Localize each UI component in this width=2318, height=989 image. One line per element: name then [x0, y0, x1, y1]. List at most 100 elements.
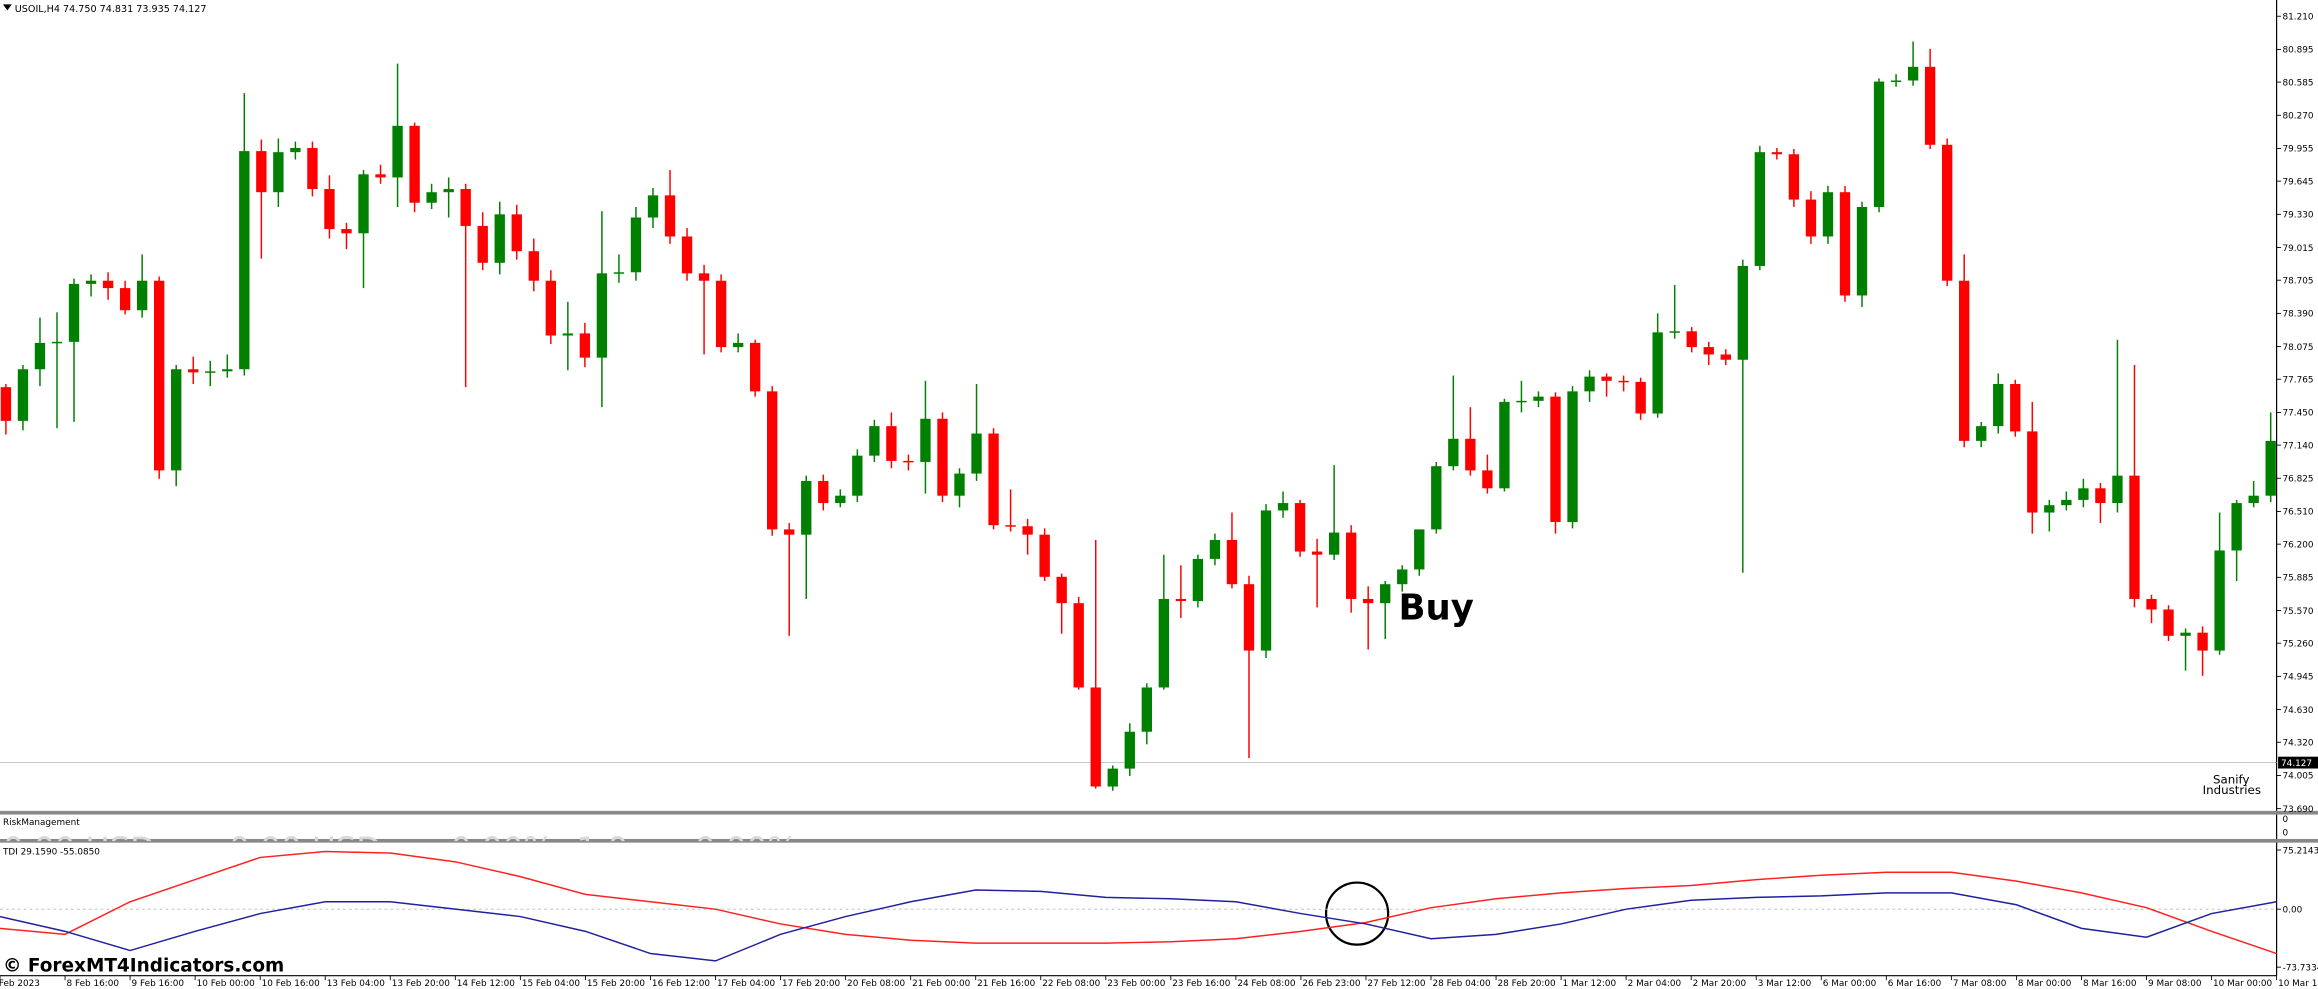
- risk-value: 0.00%: [695, 830, 798, 868]
- current-price-box: [2278, 756, 2318, 769]
- x-tick-label: 6 Mar 16:00: [1888, 979, 1942, 989]
- candle-body: [1345, 532, 1357, 599]
- candle-body: [1567, 391, 1578, 523]
- x-tick-label: 10 Feb 00:00: [197, 979, 255, 989]
- candle-body: [1158, 598, 1170, 688]
- y-tick-label: 78.705: [2283, 276, 2314, 286]
- candle-body: [1737, 265, 1748, 360]
- risk-value: 0.00 USD: [229, 830, 381, 868]
- candle-body: [1209, 539, 1221, 559]
- candle-body: [68, 283, 80, 342]
- candle-body: [1890, 80, 1902, 82]
- candle-body: [1924, 66, 1936, 145]
- candle-body: [1175, 598, 1187, 602]
- candle-body: [1465, 438, 1476, 471]
- y-tick-label: 76.825: [2283, 475, 2314, 485]
- candle-body: [801, 480, 812, 535]
- risk-panel-title: RiskManagement: [3, 818, 80, 828]
- menu-arrow[interactable]: [2, 4, 12, 11]
- candle-body: [596, 273, 608, 358]
- x-tick-label: 10 Mar 00:00: [2213, 979, 2273, 989]
- candle-body: [1788, 154, 1800, 200]
- candle-body: [1533, 396, 1544, 401]
- x-tick-label: 26 Feb 23:00: [1302, 979, 1360, 989]
- candle-body: [1635, 381, 1646, 414]
- candle-body: [1976, 426, 1987, 441]
- candle-body: [358, 174, 369, 234]
- candle-body: [2180, 632, 2191, 636]
- candle-body: [1414, 529, 1425, 570]
- candle-body: [1993, 383, 2004, 427]
- current-price-label: 74.127: [2281, 759, 2312, 769]
- candle-body: [1873, 81, 1885, 207]
- candle-body: [2214, 550, 2225, 651]
- candle-body: [1482, 470, 1493, 489]
- x-tick-label: 1 Mar 12:00: [1563, 979, 1617, 989]
- candle-body: [1601, 376, 1612, 381]
- candle-body: [2078, 488, 2089, 500]
- y-tick-label: 75.2143: [2283, 846, 2318, 856]
- candle-body: [102, 280, 114, 289]
- candle-body: [0, 387, 12, 421]
- candle-body: [409, 125, 420, 203]
- y-tick-label: 79.955: [2283, 145, 2314, 155]
- x-tick-label: 15 Feb 04:00: [522, 979, 580, 989]
- x-tick-label: 17 Feb 04:00: [717, 979, 775, 989]
- candle-body: [886, 426, 897, 461]
- y-tick-label: 80.270: [2283, 112, 2314, 122]
- candle-body: [1431, 466, 1442, 530]
- crossover-highlight: [1324, 881, 1390, 946]
- candle-body: [273, 152, 284, 193]
- candle-body: [1311, 551, 1323, 555]
- y-tick-label: 76.200: [2283, 540, 2314, 550]
- candle-body: [188, 369, 199, 373]
- candle-body: [1294, 503, 1306, 552]
- candle-body: [2129, 475, 2140, 599]
- candle-body: [767, 391, 778, 530]
- candle-body: [647, 195, 659, 218]
- y-tick-label: 74.945: [2283, 673, 2314, 683]
- candle-body: [1022, 526, 1033, 535]
- y-tick-label: 78.075: [2283, 343, 2314, 353]
- candle-body: [290, 147, 301, 153]
- candle-body: [1822, 192, 1834, 237]
- candle-body: [715, 280, 727, 348]
- candle-body: [1618, 380, 1629, 383]
- x-tick-label: 24 Feb 08:00: [1237, 979, 1295, 989]
- x-tick-label: 22 Feb 08:00: [1042, 979, 1100, 989]
- tdi-line: [0, 850, 2277, 955]
- x-tick-label: 10 Feb 16:00: [262, 979, 320, 989]
- y-tick-label: 75.570: [2283, 607, 2314, 617]
- candle-body: [1226, 539, 1238, 585]
- x-tick-label: 6 Mar 00:00: [1823, 979, 1877, 989]
- candle-body: [1056, 576, 1067, 604]
- candle-body: [681, 236, 693, 274]
- candle-body: [1856, 206, 1868, 296]
- candle-body: [2231, 503, 2242, 551]
- candle-body: [903, 460, 914, 463]
- candle-body: [1090, 687, 1101, 787]
- candle-body: [511, 214, 522, 252]
- watermark: © ForexMT4Indicators.com: [3, 955, 284, 976]
- candle-body: [1141, 687, 1152, 732]
- candle-body: [2146, 598, 2157, 610]
- x-tick-label: 9 Mar 08:00: [2148, 979, 2202, 989]
- candle-body: [1754, 152, 1766, 266]
- candle-body: [85, 280, 97, 284]
- candle-body: [2061, 499, 2072, 506]
- candle-body: [34, 342, 46, 370]
- candle-body: [1124, 731, 1135, 769]
- candle-body: [1550, 396, 1561, 523]
- candle-body: [1260, 510, 1272, 651]
- candle-body: [2112, 475, 2123, 504]
- candle-body: [136, 280, 148, 311]
- y-tick-label: 77.450: [2283, 409, 2314, 419]
- y-tick-label: 79.645: [2283, 177, 2314, 187]
- candle-body: [1397, 569, 1408, 585]
- candle-body: [1363, 598, 1374, 604]
- candle-body: [749, 342, 761, 392]
- candle-body: [1652, 332, 1663, 414]
- panel-separator: [0, 810, 2318, 815]
